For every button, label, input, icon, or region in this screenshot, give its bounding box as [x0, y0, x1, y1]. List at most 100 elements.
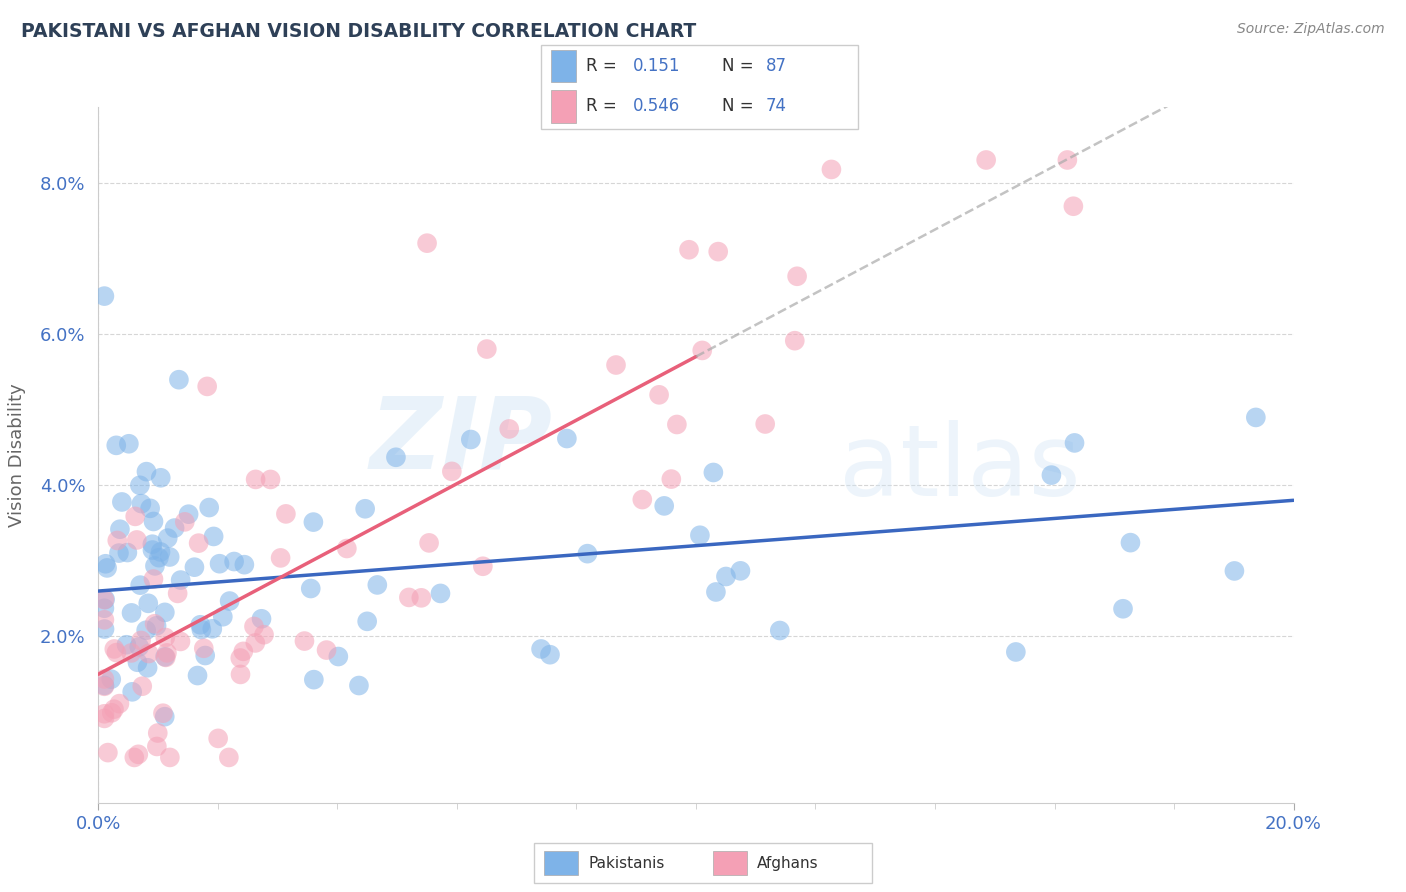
- Point: [173, 515, 195, 529]
- Point: [530, 642, 553, 657]
- Point: [1244, 410, 1267, 425]
- Point: [124, 509, 146, 524]
- Point: [769, 624, 792, 638]
- Point: [202, 529, 225, 543]
- Point: [253, 628, 276, 642]
- Point: [250, 612, 273, 626]
- Text: atlas: atlas: [839, 420, 1081, 517]
- Point: [302, 673, 325, 687]
- Text: PAKISTANI VS AFGHAN VISION DISABILITY CORRELATION CHART: PAKISTANI VS AFGHAN VISION DISABILITY CO…: [21, 22, 696, 41]
- Point: [153, 606, 176, 620]
- Point: [1040, 468, 1063, 483]
- Point: [385, 450, 408, 465]
- Point: [689, 528, 711, 542]
- Point: [211, 609, 233, 624]
- Point: [93, 678, 115, 692]
- Point: [460, 433, 482, 447]
- Point: [93, 613, 115, 627]
- Point: [195, 379, 218, 393]
- Point: [207, 731, 229, 746]
- Text: Pakistanis: Pakistanis: [588, 855, 665, 871]
- Point: [103, 642, 125, 657]
- Point: [135, 624, 157, 638]
- Point: [190, 623, 212, 637]
- Point: [652, 499, 675, 513]
- Point: [229, 651, 252, 665]
- Point: [678, 243, 700, 257]
- Point: [366, 578, 388, 592]
- Point: [105, 438, 128, 452]
- Point: [136, 661, 159, 675]
- Point: [156, 531, 179, 545]
- Point: [299, 582, 322, 596]
- Point: [97, 746, 120, 760]
- Point: [121, 606, 143, 620]
- Point: [302, 515, 325, 529]
- Point: [96, 561, 118, 575]
- FancyBboxPatch shape: [551, 50, 576, 82]
- Point: [315, 643, 337, 657]
- Point: [555, 432, 578, 446]
- Text: 0.151: 0.151: [633, 57, 681, 75]
- Point: [1005, 645, 1028, 659]
- Point: [135, 465, 157, 479]
- Point: [94, 592, 117, 607]
- Point: [1119, 535, 1142, 549]
- Point: [224, 555, 246, 569]
- Point: [245, 636, 267, 650]
- Point: [100, 672, 122, 686]
- Point: [155, 650, 177, 665]
- Point: [159, 750, 181, 764]
- Point: [128, 640, 150, 654]
- Point: [418, 536, 440, 550]
- Point: [125, 533, 148, 547]
- Point: [648, 388, 671, 402]
- Point: [188, 617, 211, 632]
- Point: [183, 560, 205, 574]
- Point: [471, 559, 494, 574]
- Y-axis label: Vision Disability: Vision Disability: [7, 383, 25, 527]
- Point: [1056, 153, 1078, 167]
- Text: 74: 74: [766, 97, 787, 115]
- Point: [143, 616, 166, 631]
- Point: [416, 236, 439, 251]
- Point: [108, 546, 131, 560]
- Point: [121, 685, 143, 699]
- Point: [336, 541, 359, 556]
- Point: [177, 507, 200, 521]
- Point: [145, 619, 167, 633]
- Point: [152, 706, 174, 721]
- Point: [498, 422, 520, 436]
- Point: [118, 436, 141, 450]
- Point: [93, 706, 115, 721]
- Point: [786, 269, 808, 284]
- Point: [208, 557, 231, 571]
- Point: [328, 649, 350, 664]
- Point: [783, 334, 806, 348]
- Point: [93, 672, 115, 686]
- FancyBboxPatch shape: [713, 851, 747, 875]
- Point: [754, 417, 776, 431]
- Point: [103, 702, 125, 716]
- Point: [201, 622, 224, 636]
- Point: [229, 667, 252, 681]
- FancyBboxPatch shape: [544, 851, 578, 875]
- Point: [93, 622, 115, 636]
- Point: [259, 473, 281, 487]
- Point: [356, 615, 378, 629]
- Point: [243, 619, 266, 633]
- Point: [194, 648, 217, 663]
- Point: [153, 709, 176, 723]
- Point: [149, 545, 172, 559]
- FancyBboxPatch shape: [534, 843, 872, 883]
- Point: [274, 507, 297, 521]
- Point: [704, 585, 727, 599]
- Point: [131, 497, 153, 511]
- Point: [576, 547, 599, 561]
- Point: [411, 591, 433, 605]
- Point: [146, 726, 169, 740]
- Point: [127, 747, 149, 762]
- Point: [270, 550, 292, 565]
- Point: [159, 549, 181, 564]
- Point: [153, 649, 176, 664]
